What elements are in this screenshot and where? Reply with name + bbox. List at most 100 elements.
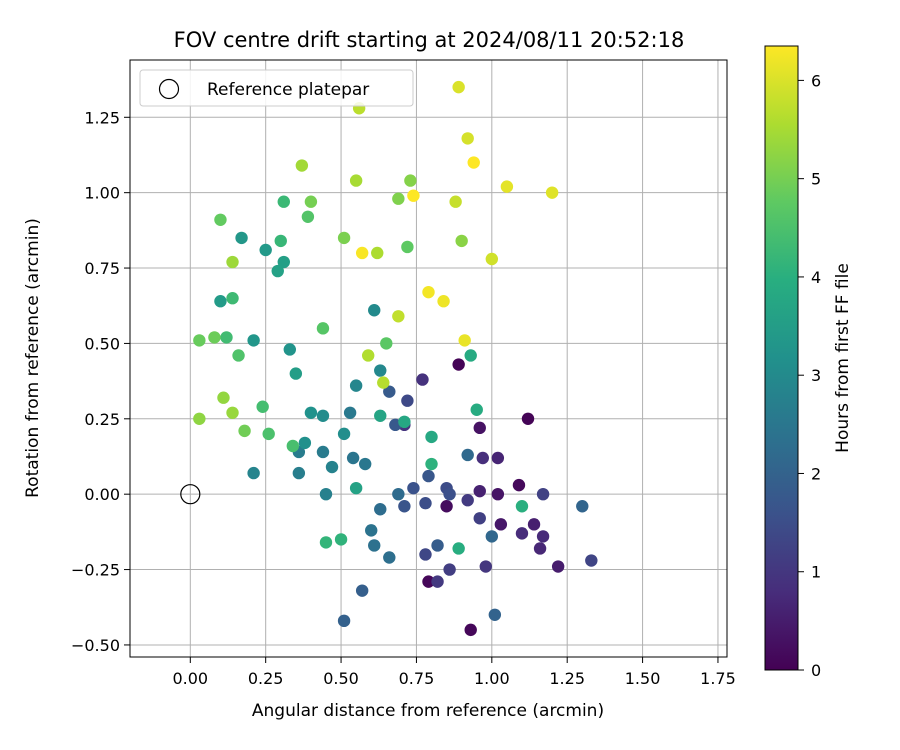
legend-box xyxy=(139,69,414,107)
data-point xyxy=(277,255,290,269)
data-point xyxy=(452,358,465,371)
data-point xyxy=(337,231,351,245)
data-point xyxy=(473,512,486,525)
data-point xyxy=(304,195,318,208)
x-tick-label: 0.50 xyxy=(323,669,359,688)
legend: Reference platepar xyxy=(139,69,414,107)
data-point xyxy=(337,427,351,441)
data-point xyxy=(419,548,432,561)
data-point xyxy=(470,403,483,416)
data-point xyxy=(214,213,227,227)
data-point xyxy=(512,478,526,492)
data-point xyxy=(576,500,589,513)
data-point xyxy=(392,310,405,323)
data-point xyxy=(416,373,429,386)
data-point xyxy=(449,195,462,208)
data-point xyxy=(392,487,405,501)
data-point xyxy=(467,156,480,169)
data-point xyxy=(392,192,405,205)
data-point xyxy=(349,481,363,495)
data-point xyxy=(431,539,444,552)
colorbar-label: Hours from first FF file xyxy=(833,263,853,453)
data-point xyxy=(274,234,287,248)
data-point xyxy=(247,334,260,347)
data-point xyxy=(437,295,450,308)
data-point xyxy=(316,322,330,335)
data-point xyxy=(515,527,529,540)
data-point xyxy=(461,448,474,462)
data-point xyxy=(464,349,477,362)
data-point xyxy=(473,421,486,435)
data-point xyxy=(461,132,474,145)
data-point xyxy=(401,394,414,407)
data-point xyxy=(380,337,393,350)
x-tick-label: 1.25 xyxy=(549,669,585,688)
data-point xyxy=(398,500,411,513)
data-point xyxy=(368,304,381,317)
data-point xyxy=(193,334,206,347)
data-point xyxy=(283,343,297,356)
data-point xyxy=(485,530,499,543)
data-point xyxy=(259,243,272,257)
y-tick-label: 0.75 xyxy=(84,259,120,278)
data-point xyxy=(286,439,300,453)
data-point xyxy=(368,539,381,552)
data-point xyxy=(374,364,387,377)
y-tick-label: −0.50 xyxy=(71,636,120,655)
chart-title: FOV centre drift starting at 2024/08/11 … xyxy=(174,28,685,52)
data-point xyxy=(346,451,360,465)
data-point xyxy=(452,80,465,94)
data-point xyxy=(545,186,559,199)
data-point xyxy=(425,430,438,444)
data-point xyxy=(464,623,477,637)
data-point xyxy=(401,240,414,254)
data-point xyxy=(298,436,312,450)
legend-entry-reference: Reference platepar xyxy=(207,80,369,100)
data-point xyxy=(319,487,333,501)
data-point xyxy=(533,542,547,555)
data-point xyxy=(585,554,598,567)
data-point xyxy=(316,445,330,459)
data-point xyxy=(349,174,363,187)
y-tick-label: 0.00 xyxy=(84,485,120,504)
x-tick-label: 0.75 xyxy=(399,669,435,688)
data-point xyxy=(515,500,529,513)
data-point xyxy=(343,406,357,419)
y-axis-ticks: −0.50 −0.25 0.00 0.25 0.50 0.75 1.00 1.25 xyxy=(71,108,130,655)
x-tick-label: 1.00 xyxy=(474,669,510,688)
data-points xyxy=(193,80,598,637)
data-point xyxy=(361,349,375,362)
data-point xyxy=(277,195,290,208)
data-point xyxy=(494,518,508,531)
y-tick-label: 1.00 xyxy=(84,184,120,203)
data-point xyxy=(295,159,309,172)
x-tick-label: 0.00 xyxy=(172,669,208,688)
data-point xyxy=(325,460,339,474)
data-point xyxy=(271,264,284,278)
data-point xyxy=(521,412,535,426)
data-point xyxy=(443,563,456,576)
x-axis-label: Angular distance from reference (arcmin) xyxy=(252,701,604,721)
data-point xyxy=(527,518,541,531)
colorbar-tick-label: 2 xyxy=(811,464,821,483)
data-point xyxy=(292,466,306,480)
data-point xyxy=(500,180,514,193)
colorbar: 0 1 2 3 4 5 6 Hours from first FF file xyxy=(764,45,853,680)
data-point xyxy=(458,334,471,347)
data-point xyxy=(217,391,230,404)
data-point xyxy=(419,497,432,510)
data-point xyxy=(383,551,396,564)
data-point xyxy=(355,584,369,597)
data-point xyxy=(476,451,489,465)
colorbar-tick-label: 4 xyxy=(811,268,821,287)
data-point xyxy=(319,536,333,549)
data-point xyxy=(316,409,330,422)
colorbar-ticks: 0 1 2 3 4 5 6 xyxy=(798,71,821,680)
data-point xyxy=(407,189,420,202)
data-point xyxy=(551,560,565,573)
data-point xyxy=(220,331,233,344)
data-point xyxy=(235,231,248,245)
data-point xyxy=(425,457,438,471)
data-point xyxy=(443,487,456,501)
